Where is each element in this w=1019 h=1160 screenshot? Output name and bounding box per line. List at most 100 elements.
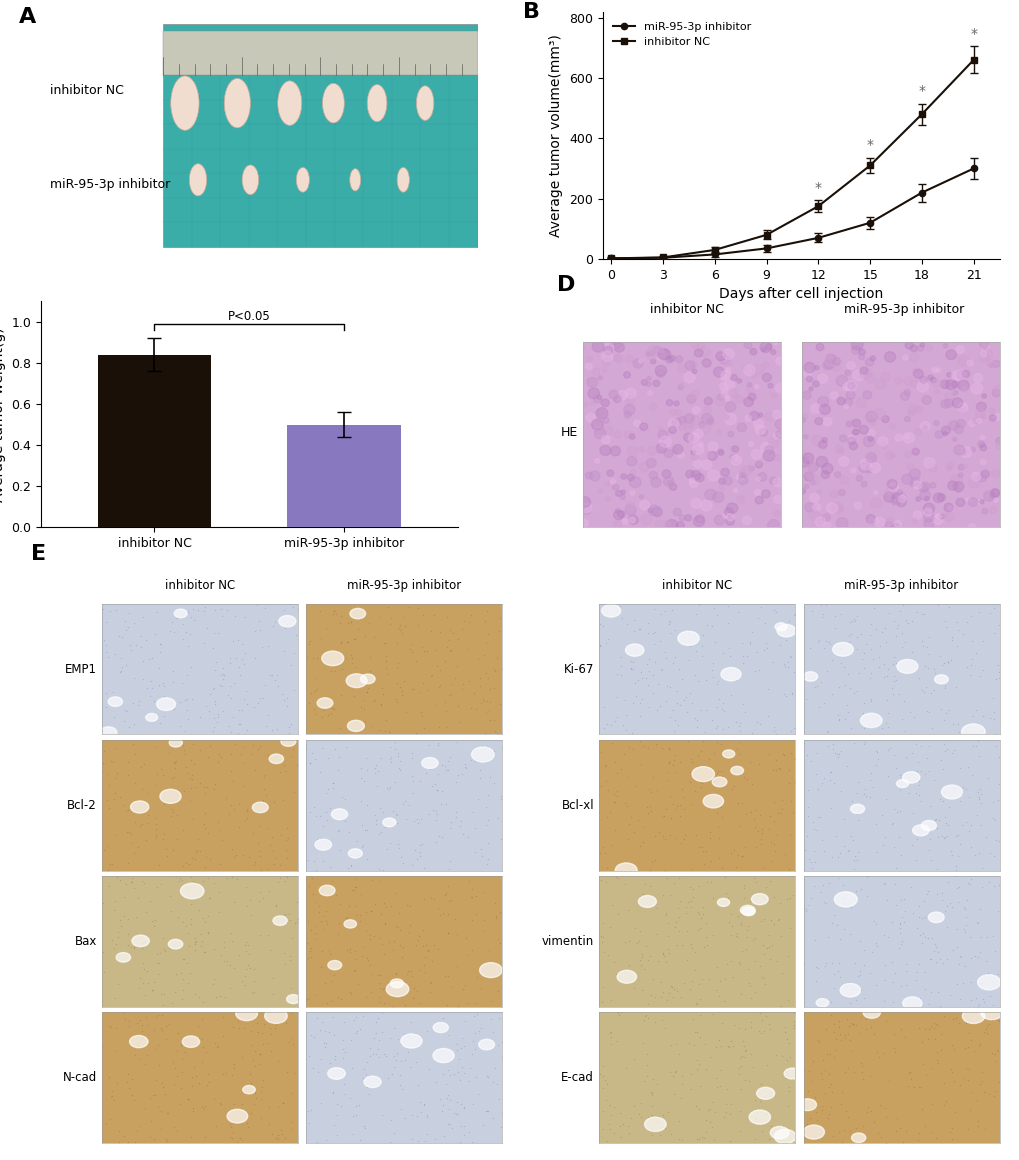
Circle shape — [700, 461, 711, 470]
Point — [849, 842, 865, 861]
Point — [973, 631, 989, 650]
Point — [126, 937, 143, 956]
Point — [193, 937, 209, 956]
Point — [704, 926, 720, 944]
Circle shape — [816, 490, 820, 494]
Point — [318, 1034, 334, 1052]
Point — [651, 1109, 667, 1128]
Circle shape — [625, 644, 643, 657]
Circle shape — [675, 409, 682, 416]
Circle shape — [859, 367, 867, 375]
Point — [341, 983, 358, 1001]
Point — [784, 803, 800, 821]
Circle shape — [942, 513, 947, 519]
Point — [602, 716, 619, 734]
Circle shape — [594, 428, 605, 438]
Point — [142, 687, 158, 705]
Point — [136, 960, 152, 979]
Point — [360, 680, 376, 698]
Circle shape — [745, 415, 751, 421]
Point — [187, 931, 204, 950]
Point — [945, 1072, 961, 1090]
Point — [917, 1065, 933, 1083]
Point — [736, 839, 752, 857]
Point — [396, 1109, 413, 1128]
Point — [365, 693, 381, 711]
Point — [375, 633, 391, 652]
Point — [256, 780, 272, 798]
Point — [482, 1010, 498, 1029]
Point — [464, 911, 480, 929]
Point — [966, 846, 982, 864]
Point — [875, 654, 892, 673]
Point — [151, 659, 167, 677]
Point — [452, 1038, 469, 1057]
Point — [904, 804, 920, 822]
Point — [707, 718, 723, 737]
Point — [716, 868, 733, 886]
Point — [243, 1065, 259, 1083]
Circle shape — [945, 350, 956, 360]
Point — [813, 1070, 829, 1088]
Point — [330, 821, 346, 840]
Point — [276, 1129, 292, 1147]
Point — [243, 905, 259, 923]
Point — [215, 666, 231, 684]
Point — [385, 815, 401, 834]
Point — [136, 873, 152, 892]
Point — [776, 1023, 793, 1042]
Point — [623, 856, 639, 875]
Point — [698, 936, 714, 955]
Point — [437, 761, 453, 780]
Point — [649, 781, 665, 799]
Point — [107, 1042, 123, 1060]
Point — [240, 944, 257, 963]
Point — [267, 614, 283, 632]
Point — [716, 668, 733, 687]
Point — [407, 841, 423, 860]
Circle shape — [948, 506, 953, 510]
Point — [746, 800, 762, 819]
Point — [342, 645, 359, 664]
Point — [381, 615, 397, 633]
Point — [316, 1022, 332, 1041]
Point — [106, 708, 122, 726]
Point — [910, 776, 926, 795]
Point — [714, 644, 731, 662]
Point — [879, 767, 896, 785]
Point — [221, 804, 237, 822]
Point — [224, 1123, 240, 1141]
Point — [629, 934, 645, 952]
Point — [390, 619, 407, 638]
Point — [115, 1003, 131, 1022]
Point — [139, 962, 155, 980]
Circle shape — [853, 429, 859, 435]
Point — [120, 925, 137, 943]
Point — [135, 652, 151, 670]
Point — [408, 651, 424, 669]
Point — [369, 777, 385, 796]
Point — [285, 610, 302, 629]
Circle shape — [929, 377, 935, 383]
Point — [935, 828, 952, 847]
Point — [962, 1031, 978, 1050]
Point — [325, 780, 341, 798]
Point — [592, 636, 608, 654]
Point — [451, 1132, 468, 1151]
Point — [956, 957, 972, 976]
Circle shape — [695, 473, 703, 481]
Circle shape — [622, 519, 628, 524]
Point — [252, 621, 268, 639]
Point — [689, 711, 705, 730]
Point — [475, 922, 491, 941]
Point — [468, 1005, 484, 1023]
Point — [457, 1012, 473, 1030]
Point — [773, 618, 790, 637]
Circle shape — [613, 432, 621, 438]
Point — [238, 1104, 255, 1123]
Point — [166, 753, 182, 771]
Point — [299, 934, 315, 952]
Point — [359, 796, 375, 814]
Point — [252, 926, 268, 944]
Point — [460, 672, 476, 690]
